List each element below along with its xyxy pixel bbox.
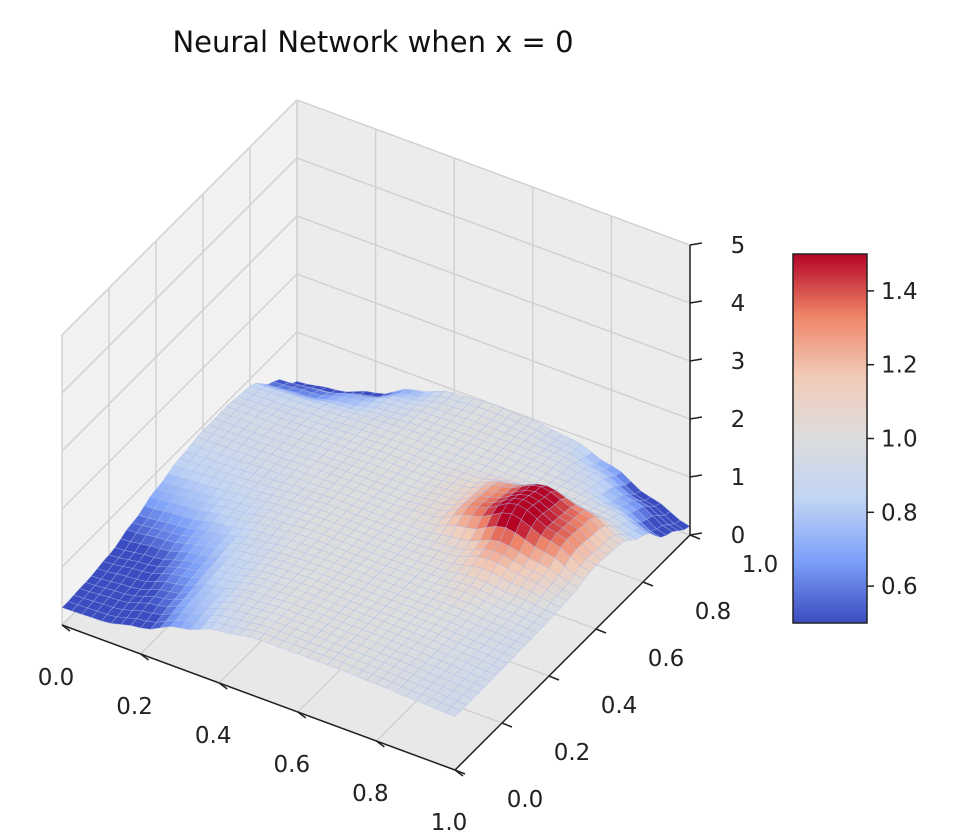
y-tick-mark — [642, 581, 654, 587]
x-tick-label: 1.0 — [431, 810, 468, 836]
axis-ticks: 0.0 0.2 0.4 0.6 0.8 1.0 0.0 0.2 0.4 0.6 0.8 1.0 0 1 2 3… — [38, 233, 779, 836]
z-tick-label: 1 — [731, 465, 746, 491]
y-tick-mark — [454, 769, 466, 775]
z-tick-label: 3 — [731, 349, 746, 375]
x-tick-label: 0.2 — [116, 694, 153, 720]
x-tick-label: 0.4 — [195, 723, 232, 749]
z-tick-label: 4 — [731, 291, 746, 317]
y-tick-label: 0.0 — [507, 787, 544, 813]
z-tick-label: 2 — [731, 407, 746, 433]
colorbar-tick-label: 0.6 — [881, 574, 918, 600]
y-tick-mark — [689, 534, 701, 540]
z-tick-mark — [689, 416, 703, 420]
z-tick-mark — [689, 358, 703, 362]
x-tick-mark — [297, 711, 307, 719]
colorbar-tick-label: 1.0 — [881, 427, 918, 453]
z-tick-label: 5 — [731, 233, 746, 259]
x-tick-label: 0.0 — [38, 665, 75, 691]
colorbar-tick-label: 1.2 — [881, 353, 918, 379]
back-grid-z — [296, 157, 691, 304]
surface-face — [444, 706, 462, 717]
y-tick-label: 0.2 — [554, 740, 591, 766]
axis-lines — [61, 245, 691, 771]
x-tick-label: 0.6 — [274, 752, 311, 778]
left-grid-z — [61, 157, 298, 394]
back-grid-z — [296, 215, 691, 362]
y-tick-label: 0.8 — [695, 599, 732, 625]
colorbar: 0.6 0.8 1.0 1.2 1.4 — [792, 253, 918, 624]
x-tick-mark — [375, 740, 385, 748]
x-tick-mark — [61, 624, 71, 632]
x-tick-mark — [140, 653, 150, 661]
chart-title: Neural Network when x = 0 — [172, 25, 573, 59]
x-tick-mark — [218, 682, 228, 690]
back-grid-z — [296, 99, 691, 246]
z-tick-mark — [689, 300, 703, 304]
left-grid-z — [61, 331, 298, 568]
z-tick-mark — [689, 474, 703, 478]
back-grid-z — [296, 273, 691, 420]
colorbar-tick-label: 1.4 — [881, 279, 918, 305]
y-tick-label: 1.0 — [742, 552, 779, 578]
y-axis-line — [454, 534, 691, 771]
x-tick-label: 0.8 — [352, 781, 389, 807]
y-tick-label: 0.6 — [648, 646, 685, 672]
z-tick-mark — [689, 242, 703, 246]
colorbar-tick-label: 0.8 — [881, 500, 918, 526]
left-grid-z — [61, 215, 298, 452]
y-tick-mark — [548, 675, 560, 681]
x-axis-line — [61, 624, 456, 771]
surface-mesh — [61, 379, 691, 717]
left-grid-z — [61, 99, 298, 336]
z-tick-label: 0 — [731, 523, 746, 549]
left-grid-z — [61, 273, 298, 510]
y-tick-label: 0.4 — [601, 693, 638, 719]
z-tick-mark — [689, 532, 703, 536]
y-tick-mark — [501, 722, 513, 728]
y-tick-mark — [595, 628, 607, 634]
colorbar-gradient — [792, 253, 868, 624]
